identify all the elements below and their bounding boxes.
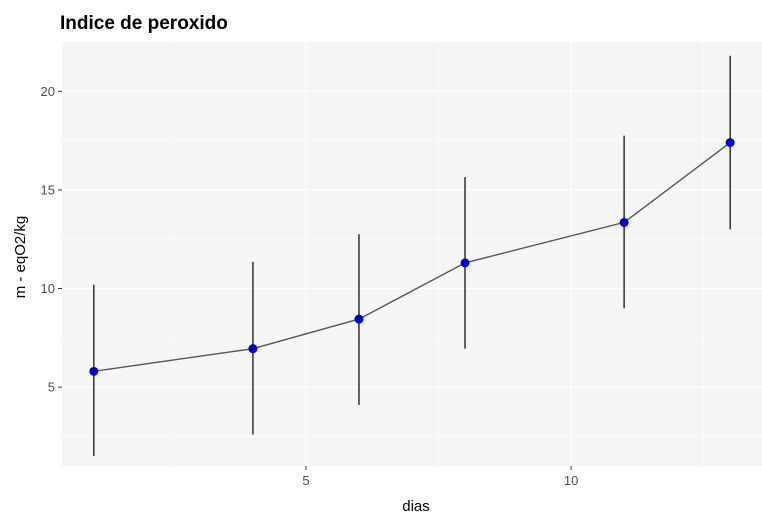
y-tick-label: 15 bbox=[41, 182, 55, 197]
y-tick-label: 20 bbox=[41, 84, 55, 99]
x-tick-label: 5 bbox=[302, 473, 309, 488]
major-gridlines bbox=[62, 42, 762, 466]
y-tick-label: 5 bbox=[48, 380, 55, 395]
data-point bbox=[354, 314, 364, 324]
data-point bbox=[725, 138, 735, 148]
y-axis-ticks: 5 10 15 20 bbox=[41, 84, 62, 395]
data-point bbox=[89, 366, 99, 376]
minor-gridlines bbox=[62, 42, 762, 466]
x-axis-label: dias bbox=[402, 498, 430, 513]
data-points bbox=[89, 138, 735, 376]
x-tick-label: 10 bbox=[564, 473, 578, 488]
series-line bbox=[93, 142, 731, 372]
plot-panel bbox=[62, 42, 762, 466]
series-line-group bbox=[93, 142, 731, 372]
data-point bbox=[619, 217, 629, 227]
chart-title: Indice de peroxido bbox=[60, 13, 228, 34]
data-point bbox=[248, 344, 258, 354]
x-axis-ticks: 5 10 bbox=[302, 466, 578, 488]
data-point bbox=[460, 258, 470, 268]
y-tick-label: 10 bbox=[41, 281, 55, 296]
y-axis-label: m - eqO2/kg bbox=[12, 216, 29, 299]
